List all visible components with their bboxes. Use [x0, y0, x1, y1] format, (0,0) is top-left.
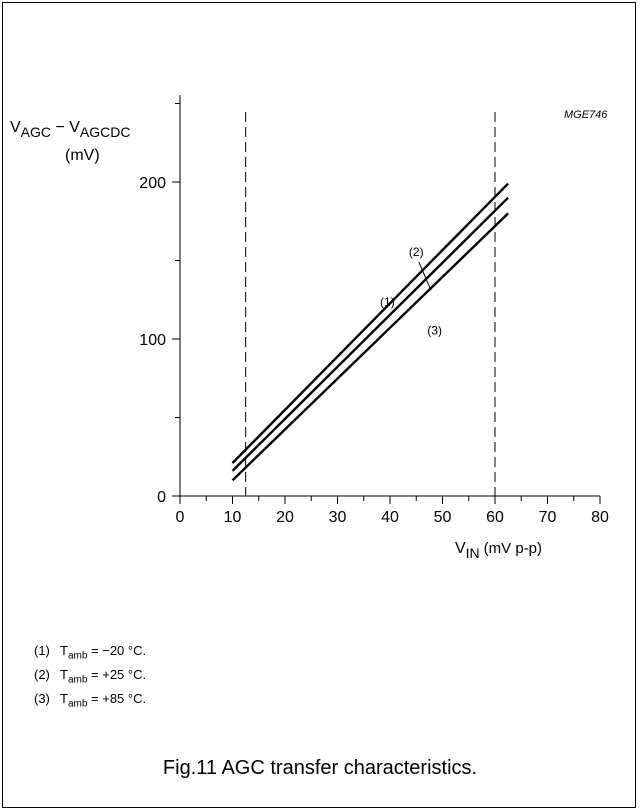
x-tick-label: 20	[276, 509, 294, 526]
series-line	[231, 212, 509, 482]
x-tick-label: 10	[224, 509, 242, 526]
series-line	[231, 182, 509, 464]
legend-text: Tamb = +85 °C.	[60, 691, 147, 710]
y-tick-label: 200	[139, 175, 166, 192]
series-label-leader	[418, 261, 432, 291]
series-label: (3)	[427, 323, 442, 337]
x-tick-label: 60	[486, 509, 504, 526]
figure-code: MGE746	[564, 109, 608, 121]
x-axis-label: VIN (mV p-p)	[455, 540, 542, 561]
x-tick-label: 40	[381, 509, 399, 526]
figure-caption: Fig.11 AGC transfer characteristics.	[162, 757, 478, 779]
series-layer: (1) (2) (3)	[231, 182, 509, 482]
legend-text: Tamb = +25 °C.	[60, 667, 147, 686]
y-tick-label: 100	[139, 332, 166, 349]
axes-layer: 0 10 20 30 40 50 60 70 80 0 100 200	[139, 95, 609, 526]
legend-item: (1) Tamb = −20 °C.	[34, 643, 146, 662]
x-tick-label: 0	[176, 509, 185, 526]
x-tick-label: 70	[539, 509, 557, 526]
legend-item: (3) Tamb = +85 °C.	[34, 691, 146, 710]
x-tick-label: 80	[591, 509, 609, 526]
series-line	[231, 196, 509, 472]
x-tick-label: 50	[434, 509, 452, 526]
legend-number: (2)	[34, 667, 50, 682]
x-tick-label: 30	[329, 509, 347, 526]
series-label: (1)	[380, 295, 395, 309]
y-axis-unit: (mV)	[65, 147, 100, 164]
legend-number: (1)	[34, 643, 50, 658]
y-tick-label: 0	[157, 489, 166, 506]
legend-text: Tamb = −20 °C.	[60, 643, 147, 662]
y-axis-label: VAGC − VAGCDC	[10, 119, 130, 140]
series-label: (2)	[409, 245, 424, 259]
legend-item: (2) Tamb = +25 °C.	[34, 667, 146, 686]
legend-number: (3)	[34, 691, 50, 706]
